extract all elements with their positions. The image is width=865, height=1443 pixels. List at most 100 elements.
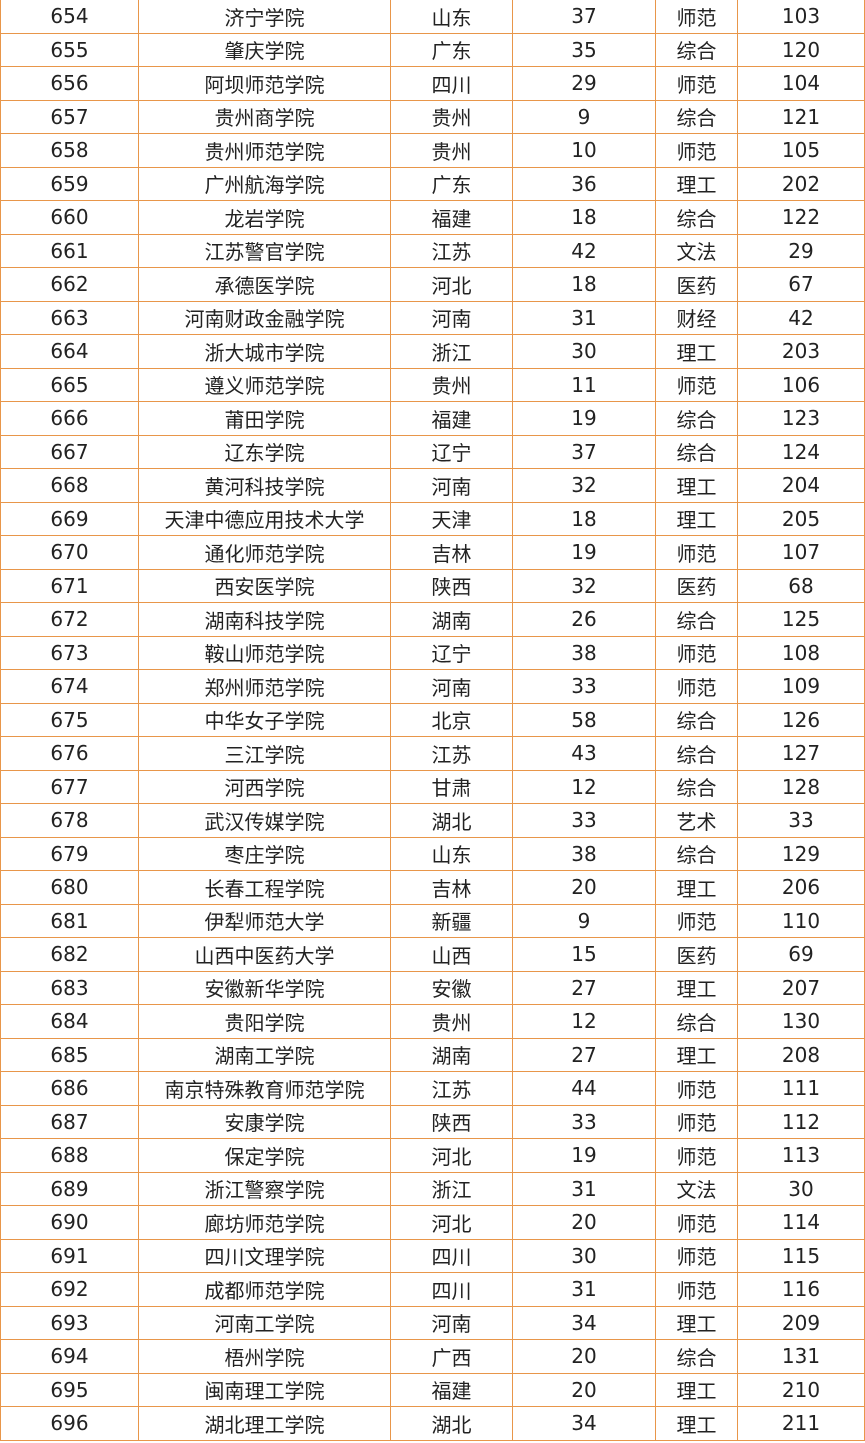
table-cell: 四川文理学院: [138, 1238, 391, 1273]
table-cell: 67: [737, 267, 865, 302]
table-cell: 669: [0, 501, 139, 536]
table-cell: 664: [0, 334, 139, 369]
table-cell: 666: [0, 401, 139, 436]
table-cell: 20: [512, 1205, 656, 1240]
table-cell: 综合: [655, 200, 738, 235]
table-cell: 19: [512, 535, 656, 570]
table-cell: 111: [737, 1071, 865, 1106]
table-cell: 中华女子学院: [138, 702, 391, 737]
table-row: 659 广州航海学院 广东 36 理工 202: [0, 166, 865, 201]
table-cell: 656: [0, 66, 139, 101]
table-cell: 梧州学院: [138, 1339, 391, 1374]
table-cell: 26: [512, 602, 656, 637]
table-cell: 四川: [390, 66, 513, 101]
table-cell: 山东: [390, 0, 513, 34]
table-cell: 河北: [390, 1138, 513, 1173]
table-cell: 663: [0, 300, 139, 335]
table-cell: 辽宁: [390, 434, 513, 469]
table-cell: 31: [512, 300, 656, 335]
table-cell: 665: [0, 367, 139, 402]
table-cell: 10: [512, 133, 656, 168]
table-cell: 661: [0, 233, 139, 268]
table-cell: 206: [737, 870, 865, 905]
table-cell: 综合: [655, 99, 738, 134]
table-cell: 125: [737, 602, 865, 637]
table-cell: 668: [0, 468, 139, 503]
table-cell: 武汉传媒学院: [138, 803, 391, 838]
table-cell: 安徽新华学院: [138, 970, 391, 1005]
table-cell: 126: [737, 702, 865, 737]
table-row: 654 济宁学院 山东 37 师范 103: [0, 0, 865, 34]
table-cell: 42: [512, 233, 656, 268]
table-cell: 综合: [655, 1339, 738, 1374]
table-cell: 129: [737, 836, 865, 871]
table-cell: 医药: [655, 267, 738, 302]
table-cell: 678: [0, 803, 139, 838]
table-cell: 211: [737, 1406, 865, 1441]
table-cell: 综合: [655, 434, 738, 469]
table-cell: 9: [512, 903, 656, 938]
table-cell: 肇庆学院: [138, 32, 391, 67]
table-cell: 综合: [655, 602, 738, 637]
table-cell: 18: [512, 501, 656, 536]
table-cell: 福建: [390, 1372, 513, 1407]
table-cell: 42: [737, 300, 865, 335]
table-cell: 11: [512, 367, 656, 402]
table-cell: 湖北: [390, 1406, 513, 1441]
table-cell: 667: [0, 434, 139, 469]
table-row: 666 莆田学院 福建 19 综合 123: [0, 401, 865, 436]
table-cell: 理工: [655, 468, 738, 503]
table-cell: 三江学院: [138, 736, 391, 771]
table-cell: 108: [737, 635, 865, 670]
table-cell: 110: [737, 903, 865, 938]
table-cell: 河西学院: [138, 769, 391, 804]
table-cell: 南京特殊教育师范学院: [138, 1071, 391, 1106]
table-cell: 30: [512, 334, 656, 369]
table-cell: 670: [0, 535, 139, 570]
table-cell: 江苏: [390, 233, 513, 268]
table-cell: 河北: [390, 1205, 513, 1240]
table-cell: 115: [737, 1238, 865, 1273]
table-cell: 124: [737, 434, 865, 469]
table-cell: 654: [0, 0, 139, 34]
table-cell: 203: [737, 334, 865, 369]
table-cell: 662: [0, 267, 139, 302]
table-cell: 33: [737, 803, 865, 838]
table-cell: 659: [0, 166, 139, 201]
table-cell: 综合: [655, 32, 738, 67]
table-cell: 681: [0, 903, 139, 938]
table-cell: 师范: [655, 367, 738, 402]
table-cell: 河南财政金融学院: [138, 300, 391, 335]
table-row: 656 阿坝师范学院 四川 29 师范 104: [0, 66, 865, 101]
table-cell: 综合: [655, 769, 738, 804]
table-cell: 107: [737, 535, 865, 570]
table-cell: 112: [737, 1104, 865, 1139]
table-cell: 686: [0, 1071, 139, 1106]
table-cell: 河南工学院: [138, 1305, 391, 1340]
table-row: 680 长春工程学院 吉林 20 理工 206: [0, 870, 865, 905]
table-cell: 师范: [655, 1138, 738, 1173]
table-cell: 浙江: [390, 334, 513, 369]
table-cell: 贵州: [390, 367, 513, 402]
table-cell: 676: [0, 736, 139, 771]
table-cell: 陕西: [390, 1104, 513, 1139]
table-cell: 天津中德应用技术大学: [138, 501, 391, 536]
table-cell: 20: [512, 870, 656, 905]
table-cell: 35: [512, 32, 656, 67]
table-cell: 31: [512, 1272, 656, 1307]
table-cell: 廊坊师范学院: [138, 1205, 391, 1240]
table-cell: 湖南工学院: [138, 1037, 391, 1072]
table-cell: 692: [0, 1272, 139, 1307]
table-cell: 131: [737, 1339, 865, 1374]
table-cell: 127: [737, 736, 865, 771]
table-cell: 广州航海学院: [138, 166, 391, 201]
table-cell: 吉林: [390, 535, 513, 570]
table-cell: 657: [0, 99, 139, 134]
table-cell: 师范: [655, 903, 738, 938]
table-cell: 20: [512, 1339, 656, 1374]
table-cell: 综合: [655, 401, 738, 436]
table-cell: 综合: [655, 836, 738, 871]
table-cell: 贵阳学院: [138, 1004, 391, 1039]
table-cell: 师范: [655, 1205, 738, 1240]
table-cell: 浙江警察学院: [138, 1171, 391, 1206]
